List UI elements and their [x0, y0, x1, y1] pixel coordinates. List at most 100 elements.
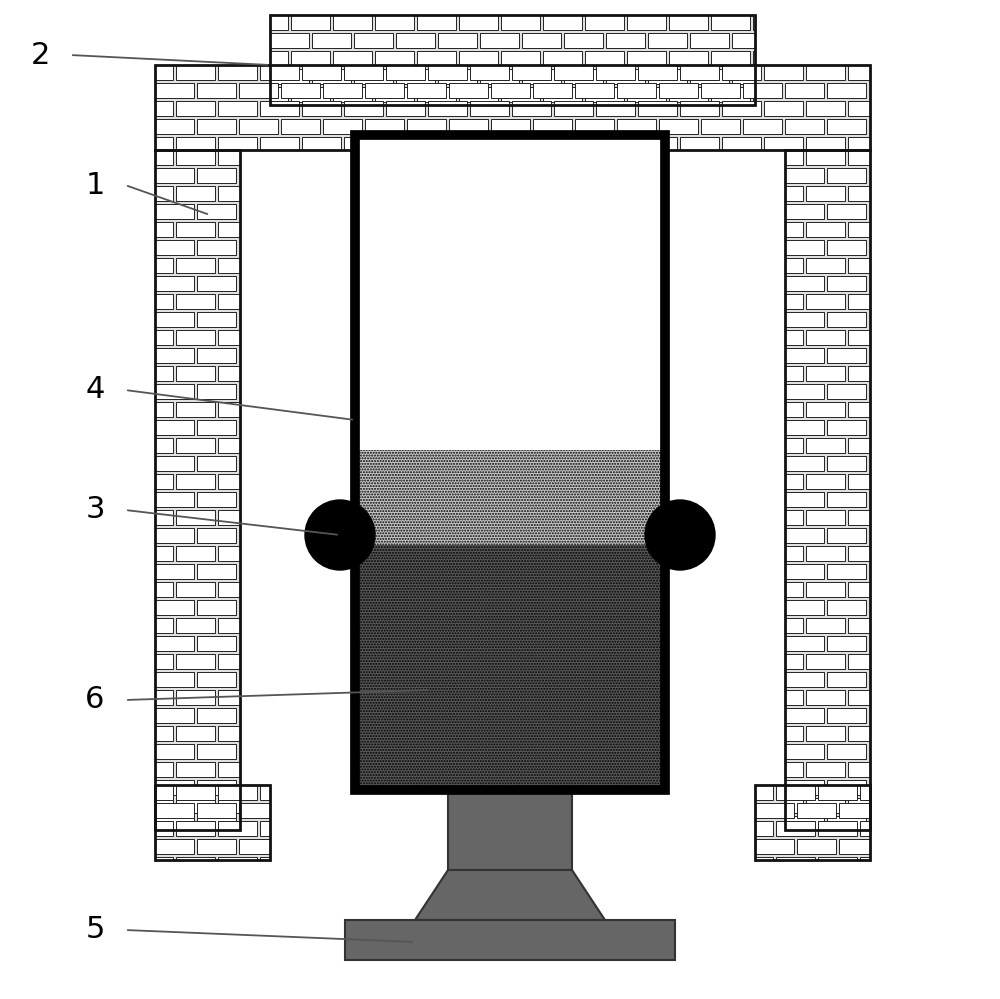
- Bar: [176, 510, 215, 525]
- Bar: [806, 366, 845, 381]
- Bar: [533, 119, 572, 134]
- Bar: [785, 366, 803, 381]
- Bar: [732, 33, 755, 48]
- Bar: [627, 87, 666, 102]
- Bar: [755, 785, 870, 860]
- Text: 1: 1: [85, 171, 105, 200]
- Bar: [239, 803, 270, 818]
- Bar: [155, 600, 194, 615]
- Bar: [848, 726, 870, 741]
- Bar: [218, 65, 257, 80]
- Bar: [470, 101, 509, 116]
- Bar: [827, 312, 866, 327]
- Bar: [218, 726, 240, 741]
- Bar: [785, 204, 824, 219]
- Bar: [575, 119, 614, 134]
- Bar: [827, 240, 866, 255]
- Bar: [218, 186, 240, 201]
- Bar: [753, 87, 755, 102]
- Bar: [827, 816, 866, 830]
- Bar: [470, 137, 509, 150]
- Bar: [176, 402, 215, 417]
- Bar: [176, 821, 215, 836]
- Bar: [554, 65, 593, 80]
- Bar: [806, 690, 845, 705]
- Bar: [827, 348, 866, 363]
- Bar: [753, 51, 755, 66]
- Text: 6: 6: [85, 685, 105, 714]
- Bar: [197, 708, 236, 723]
- Bar: [155, 816, 194, 830]
- Bar: [155, 168, 194, 183]
- Bar: [176, 582, 215, 597]
- Bar: [155, 222, 173, 237]
- Bar: [155, 744, 194, 759]
- Bar: [302, 137, 341, 150]
- Bar: [291, 15, 330, 30]
- Bar: [197, 456, 236, 471]
- Bar: [785, 708, 824, 723]
- Bar: [155, 510, 173, 525]
- Bar: [501, 15, 540, 30]
- Bar: [218, 366, 240, 381]
- Bar: [764, 101, 803, 116]
- Bar: [197, 600, 236, 615]
- Bar: [197, 744, 236, 759]
- Bar: [554, 101, 593, 116]
- Bar: [627, 51, 666, 66]
- Bar: [827, 276, 866, 291]
- Bar: [448, 790, 572, 870]
- Bar: [197, 276, 236, 291]
- Bar: [218, 150, 240, 165]
- Bar: [785, 119, 824, 134]
- Bar: [197, 780, 236, 795]
- Bar: [155, 348, 194, 363]
- Bar: [197, 636, 236, 651]
- Bar: [197, 492, 236, 507]
- Bar: [785, 582, 803, 597]
- Bar: [155, 821, 173, 836]
- Bar: [827, 456, 866, 471]
- Bar: [218, 137, 257, 150]
- Bar: [176, 186, 215, 201]
- Bar: [270, 15, 288, 30]
- Bar: [512, 137, 551, 150]
- Bar: [155, 150, 240, 830]
- Bar: [785, 150, 803, 165]
- Polygon shape: [415, 870, 605, 920]
- Bar: [344, 101, 383, 116]
- Bar: [155, 83, 194, 98]
- Bar: [176, 101, 215, 116]
- Bar: [155, 839, 194, 854]
- Bar: [155, 785, 270, 860]
- Text: 3: 3: [85, 496, 105, 524]
- Bar: [638, 101, 677, 116]
- Bar: [197, 816, 236, 830]
- Bar: [176, 150, 215, 165]
- Bar: [218, 857, 257, 860]
- Bar: [818, 821, 857, 836]
- Bar: [176, 294, 215, 309]
- Bar: [176, 618, 215, 633]
- Bar: [848, 474, 870, 489]
- Bar: [785, 294, 803, 309]
- Bar: [806, 582, 845, 597]
- Bar: [785, 690, 803, 705]
- Bar: [501, 51, 540, 66]
- Bar: [176, 474, 215, 489]
- Bar: [218, 510, 240, 525]
- Bar: [575, 83, 614, 98]
- Bar: [785, 186, 803, 201]
- Bar: [785, 474, 803, 489]
- Bar: [827, 744, 866, 759]
- Bar: [355, 135, 665, 790]
- Bar: [291, 51, 330, 66]
- Bar: [776, 857, 815, 860]
- Bar: [312, 69, 351, 84]
- Bar: [176, 65, 215, 80]
- Bar: [155, 528, 194, 543]
- Bar: [585, 51, 624, 66]
- Bar: [785, 492, 824, 507]
- Bar: [470, 65, 509, 80]
- Bar: [806, 186, 845, 201]
